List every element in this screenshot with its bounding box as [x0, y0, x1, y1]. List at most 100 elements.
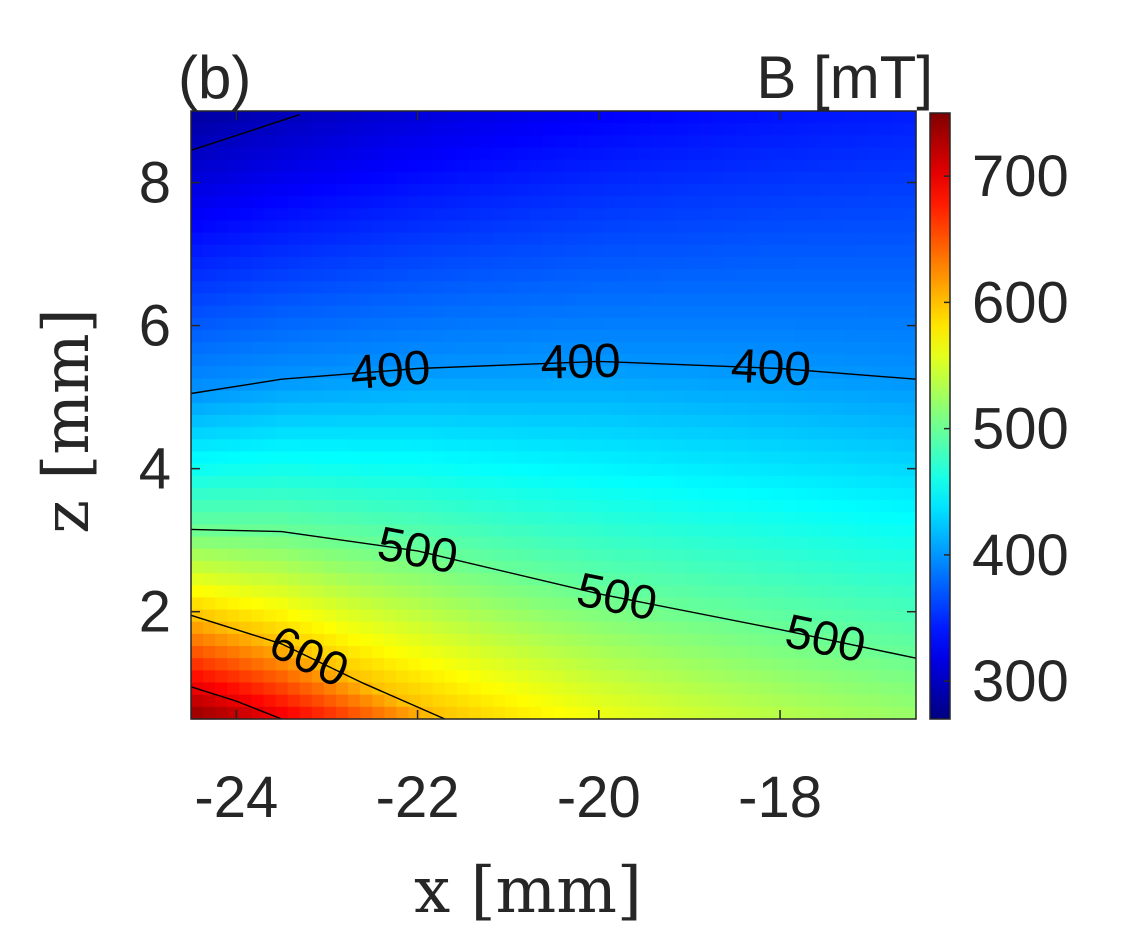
heatmap-cell	[432, 183, 446, 197]
heatmap-cell	[613, 378, 627, 392]
heatmap-cell	[323, 111, 337, 124]
heatmap-cell	[299, 585, 313, 598]
heatmap-cell	[879, 281, 893, 294]
heatmap-cell	[444, 500, 458, 513]
heatmap-cell	[867, 402, 881, 416]
heatmap-cell	[565, 208, 579, 222]
heatmap-cell	[686, 573, 700, 586]
heatmap-cell	[336, 147, 349, 161]
contour-line-400	[190, 360, 917, 395]
heatmap-cell	[215, 183, 228, 197]
heatmap-cell	[348, 500, 361, 513]
heatmap-cell	[819, 427, 833, 440]
heatmap-cell	[601, 524, 615, 538]
heatmap-cell	[348, 548, 361, 562]
heatmap-cell	[686, 147, 700, 161]
heatmap-cell	[746, 171, 760, 185]
heatmap-cell	[468, 366, 482, 380]
heatmap-cell	[674, 293, 688, 307]
heatmap-cell	[468, 378, 482, 392]
heatmap-cell	[903, 293, 917, 307]
heatmap-cell	[722, 354, 736, 367]
heatmap-cell	[626, 512, 639, 526]
heatmap-cell	[589, 633, 603, 647]
heatmap-cell	[613, 451, 627, 465]
heatmap-cell	[601, 548, 615, 562]
heatmap-cell	[384, 293, 398, 307]
heatmap-cell	[251, 512, 265, 526]
heatmap-cell	[891, 390, 905, 404]
heatmap-cell	[807, 621, 820, 635]
heatmap-cell	[589, 512, 603, 526]
heatmap-cell	[420, 329, 434, 343]
heatmap-cell	[529, 682, 543, 696]
heatmap-cell	[746, 609, 760, 623]
heatmap-cell	[420, 463, 434, 477]
heatmap-cell	[589, 585, 603, 598]
heatmap-cell	[444, 256, 458, 270]
heatmap-cell	[323, 378, 337, 392]
heatmap-cell	[565, 706, 579, 720]
heatmap-cell	[336, 463, 349, 477]
heatmap-cell	[529, 524, 543, 538]
heatmap-cell	[505, 390, 518, 404]
heatmap-cell	[577, 500, 591, 513]
heatmap-cell	[505, 621, 518, 635]
heatmap-cell	[263, 548, 277, 562]
heatmap-cell	[275, 293, 289, 307]
heatmap-cell	[807, 548, 820, 562]
heatmap-cell	[807, 220, 820, 234]
heatmap-cell	[710, 548, 724, 562]
heatmap-cell	[831, 390, 845, 404]
heatmap-cell	[384, 123, 398, 136]
heatmap-cell	[783, 548, 796, 562]
heatmap-cell	[722, 573, 736, 586]
heatmap-cell	[323, 232, 337, 246]
heatmap-cell	[215, 512, 228, 526]
heatmap-cell	[215, 293, 228, 307]
heatmap-cell	[251, 427, 265, 440]
heatmap-cell	[746, 111, 760, 124]
heatmap-cell	[517, 475, 530, 489]
heatmap-cell	[758, 111, 772, 124]
heatmap-cell	[251, 196, 265, 209]
heatmap-cell	[239, 354, 253, 367]
heatmap-cell	[867, 342, 881, 355]
heatmap-cell	[650, 451, 663, 465]
heatmap-cell	[662, 196, 675, 209]
heatmap-cell	[879, 183, 893, 197]
heatmap-cell	[444, 670, 458, 684]
heatmap-cell	[239, 293, 253, 307]
heatmap-cell	[686, 706, 700, 720]
heatmap-cell	[879, 415, 893, 428]
heatmap-cell	[396, 500, 410, 513]
heatmap-cell	[541, 220, 555, 234]
heatmap-cell	[336, 706, 349, 720]
heatmap-cell	[662, 256, 675, 270]
heatmap-cell	[819, 500, 833, 513]
heatmap-cell	[251, 487, 265, 501]
heatmap-cell	[698, 463, 712, 477]
heatmap-cell	[481, 244, 494, 258]
heatmap-cell	[203, 573, 216, 586]
contour-label-400: 400	[348, 341, 432, 400]
heatmap-cell	[493, 366, 506, 380]
heatmap-cell	[626, 633, 639, 647]
heatmap-cell	[529, 439, 543, 453]
heatmap-cell	[191, 281, 204, 294]
heatmap-cell	[493, 183, 506, 197]
heatmap-cell	[855, 427, 869, 440]
heatmap-cell	[565, 171, 579, 185]
heatmap-cell	[396, 208, 410, 222]
heatmap-cell	[203, 208, 216, 222]
heatmap-cell	[251, 658, 265, 671]
heatmap-cell	[722, 147, 736, 161]
heatmap-cell	[505, 293, 518, 307]
heatmap-cell	[275, 609, 289, 623]
heatmap-cell	[481, 536, 494, 550]
heatmap-cell	[481, 208, 494, 222]
heatmap-cell	[577, 305, 591, 319]
heatmap-cell	[879, 475, 893, 489]
heatmap-cell	[879, 159, 893, 173]
heatmap-cell	[553, 560, 567, 574]
